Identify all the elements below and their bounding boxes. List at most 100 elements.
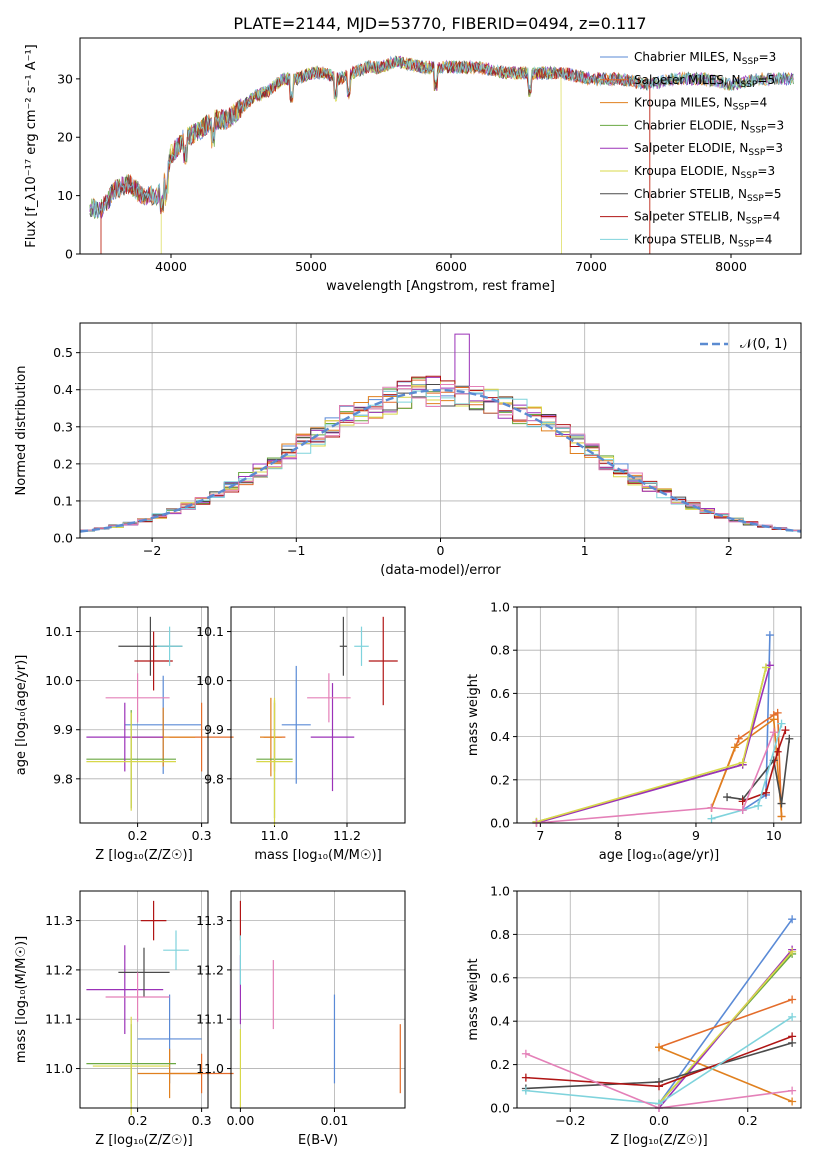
legend-label: Salpeter STELIB, NSSP=4 [634,210,780,227]
data-point [707,814,716,823]
y-tick-label: 10.1 [196,624,224,639]
x-axis-label: Z [log₁₀(Z/Z☉)] [95,1133,192,1148]
data-point [521,1086,530,1095]
y-tick-label: 0.4 [490,1014,510,1029]
legend-label: Salpeter ELODIE, NSSP=3 [634,141,783,158]
y-axis-label: mass weight [466,674,481,756]
data-point [754,801,763,810]
x-tick-label: 0.3 [192,828,212,843]
y-tick-label: 0.0 [53,531,73,546]
hist-salpeter-stelib [80,375,801,532]
spectrum-line-kroupa-stelib [89,55,794,218]
y-tick-label: 11.3 [45,913,73,928]
y-tick-label: 0.6 [490,686,510,701]
y-tick-label: 11.0 [196,1061,224,1076]
data-point [521,1049,530,1058]
data-point [707,803,716,812]
series-line [536,731,775,824]
x-tick-label: 0.00 [226,1113,254,1128]
data-point [761,663,770,672]
y-tick-label: 0.8 [490,927,510,942]
data-point [788,1032,797,1041]
y-axis-label: mass [log₁₀(M/M☉)] [14,936,29,1063]
axes-frame [516,890,802,1109]
x-tick-label: −1 [287,543,305,558]
legend-label: Salpeter MILES, NSSP=5 [634,73,775,90]
x-tick-label: 0.2 [738,1113,758,1128]
y-tick-label: 0 [65,247,73,262]
x-tick-label: 8000 [715,259,747,274]
spectrum-line-kroupa-elodie [160,57,562,255]
y-tick-label: 9.8 [53,771,73,786]
data-point [761,788,770,797]
data-point [788,1012,797,1021]
x-axis-label: wavelength [Angstrom, rest frame] [326,279,555,294]
series-line [658,1046,793,1103]
axes-frame [79,37,802,255]
data-point [773,747,782,756]
spectrum-line-salpeter-stelib [100,56,651,254]
y-tick-label: 1.0 [490,884,510,899]
y-tick-label: 0.4 [490,729,510,744]
y-tick-label: 10.1 [45,624,73,639]
axes-frame [79,890,209,1109]
data-point [788,947,797,956]
y-tick-label: 11.2 [196,962,224,977]
data-point [785,734,794,743]
x-tick-label: 11.2 [333,828,361,843]
legend-label: 𝒩(0, 1) [740,337,787,352]
x-axis-label: (data-model)/error [380,563,501,578]
x-tick-label: 6000 [435,259,467,274]
y-tick-label: 10.0 [196,673,224,688]
data-point [773,708,782,717]
x-axis-label: E(B-V) [298,1133,338,1148]
series-line [536,667,767,823]
series-line [742,635,771,811]
x-axis-label: age [log₁₀(age/yr)] [599,848,720,863]
data-point [655,1082,663,1091]
hist-pink [80,383,801,532]
y-tick-label: 10 [57,188,73,203]
data-point [781,726,790,735]
x-tick-label: 7 [536,828,544,843]
y-tick-label: 0.2 [490,1057,510,1072]
legend-label: Kroupa ELODIE, NSSP=3 [634,164,775,181]
y-tick-label: 11.1 [196,1012,224,1027]
y-axis-label: age [log₁₀(age/yr)] [14,655,29,776]
x-tick-label: 7000 [575,259,607,274]
panel-mass-weight-vs-Z: −0.2 0.0 0.2 0.0 0.2 0.4 0.6 0.8 1.0 Z [log₁₀(Z/Z… [466,884,802,1148]
normal-curve [79,388,802,533]
y-tick-label: 0.0 [490,816,510,831]
x-tick-label: 0.3 [192,1113,212,1128]
y-tick-label: 0.4 [53,382,73,397]
panel-spectrum: 4000 5000 6000 7000 8000 0 10 20 30 wavelength [A… [24,37,802,294]
legend-label: Chabrier ELODIE, NSSP=3 [634,118,784,135]
data-point [788,1086,797,1095]
data-point [788,1097,797,1106]
y-tick-label: 0.2 [490,772,510,787]
x-tick-label: 10 [766,828,782,843]
x-tick-label: 0.01 [321,1113,349,1128]
spectrum-legend: Chabrier MILES, NSSP=3 Salpeter MILES, NS… [600,50,784,249]
x-tick-label: 1 [581,543,589,558]
data-point [777,799,786,808]
y-tick-label: 9.8 [204,771,224,786]
axes-frame [79,606,209,824]
x-axis-label: Z [log₁₀(Z/Z☉)] [610,1133,707,1148]
legend-label: Kroupa STELIB, NSSP=4 [634,232,772,249]
x-tick-label: 0.0 [649,1113,669,1128]
x-tick-label: 5000 [295,259,327,274]
x-tick-label: 2 [725,543,733,558]
y-tick-label: 11.3 [196,913,224,928]
y-axis-label: Flux [f_λ10⁻¹⁷ erg cm⁻² s⁻¹ A⁻¹] [24,44,39,248]
y-axis-label: Normed distribution [14,366,29,496]
y-tick-label: 20 [57,130,73,145]
panel-mass-vs-EBV: 0.00 0.01 11.0 11.1 11.2 11.3 E(B-V) [196,890,406,1148]
data-point [777,719,786,728]
y-tick-label: 0.6 [490,970,510,985]
data-point [723,793,732,802]
series-line [658,951,793,1105]
y-axis-label: mass weight [466,958,481,1040]
x-tick-label: 0 [437,543,445,558]
